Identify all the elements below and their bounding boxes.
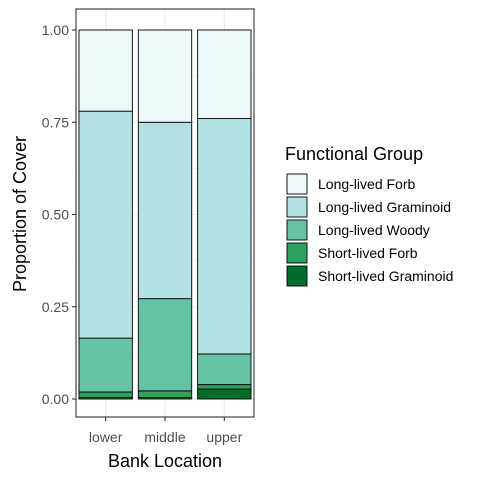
legend-swatch bbox=[286, 196, 308, 218]
bars bbox=[78, 29, 252, 400]
y-axis-title: Proportion of Cover bbox=[10, 136, 30, 292]
legend-item: Long-lived Forb bbox=[286, 173, 415, 195]
legend-items: Long-lived Forb Long-lived Graminoid Long-… bbox=[286, 173, 453, 287]
legend-swatch bbox=[286, 242, 308, 264]
legend-label: Short-lived Forb bbox=[318, 245, 418, 261]
x-tick-label: upper bbox=[206, 429, 242, 445]
bar-segment bbox=[137, 29, 193, 123]
bar-segment bbox=[137, 298, 193, 392]
bar-segment bbox=[197, 118, 252, 355]
legend-item: Long-lived Woody bbox=[286, 219, 430, 241]
x-axis-ticks: lower middle upper bbox=[89, 417, 243, 445]
legend-label: Long-lived Forb bbox=[318, 176, 415, 192]
y-tick-label: 1.00 bbox=[42, 22, 69, 38]
bar-segment bbox=[78, 391, 133, 398]
bar-stack-upper bbox=[197, 29, 252, 400]
x-axis-title: Bank Location bbox=[108, 451, 222, 471]
bar-stack-middle bbox=[137, 29, 193, 400]
legend-swatch bbox=[286, 265, 308, 287]
y-tick-label: 0.00 bbox=[42, 391, 69, 407]
legend-item: Long-lived Graminoid bbox=[286, 196, 451, 218]
legend-item: Short-lived Graminoid bbox=[286, 265, 453, 287]
bar-segment bbox=[137, 390, 193, 398]
legend-swatch bbox=[286, 219, 308, 241]
bar-segment bbox=[78, 337, 133, 393]
y-tick-label: 0.25 bbox=[42, 299, 69, 315]
bar-segment bbox=[197, 353, 252, 386]
bar-segment bbox=[137, 121, 193, 300]
legend-swatch bbox=[286, 173, 308, 195]
legend-title: Functional Group bbox=[285, 144, 423, 164]
bar-segment bbox=[197, 29, 252, 120]
legend-label: Long-lived Woody bbox=[318, 222, 430, 238]
legend-label: Short-lived Graminoid bbox=[318, 268, 453, 284]
y-axis-ticks: 0.00 0.25 0.50 0.75 1.00 bbox=[42, 22, 76, 407]
bar-segment bbox=[197, 384, 252, 390]
legend-item: Short-lived Forb bbox=[286, 242, 418, 264]
bar-stack-lower bbox=[78, 29, 133, 400]
y-tick-label: 0.50 bbox=[42, 207, 69, 223]
bar-segment bbox=[78, 110, 133, 339]
bar-segment bbox=[78, 29, 133, 112]
x-tick-label: middle bbox=[144, 429, 185, 445]
x-tick-label: lower bbox=[89, 429, 123, 445]
legend-label: Long-lived Graminoid bbox=[318, 199, 451, 215]
bar-segment bbox=[197, 388, 252, 400]
y-tick-label: 0.75 bbox=[42, 114, 69, 130]
legend: Functional Group Long-lived ForbLong-liv… bbox=[285, 144, 453, 287]
